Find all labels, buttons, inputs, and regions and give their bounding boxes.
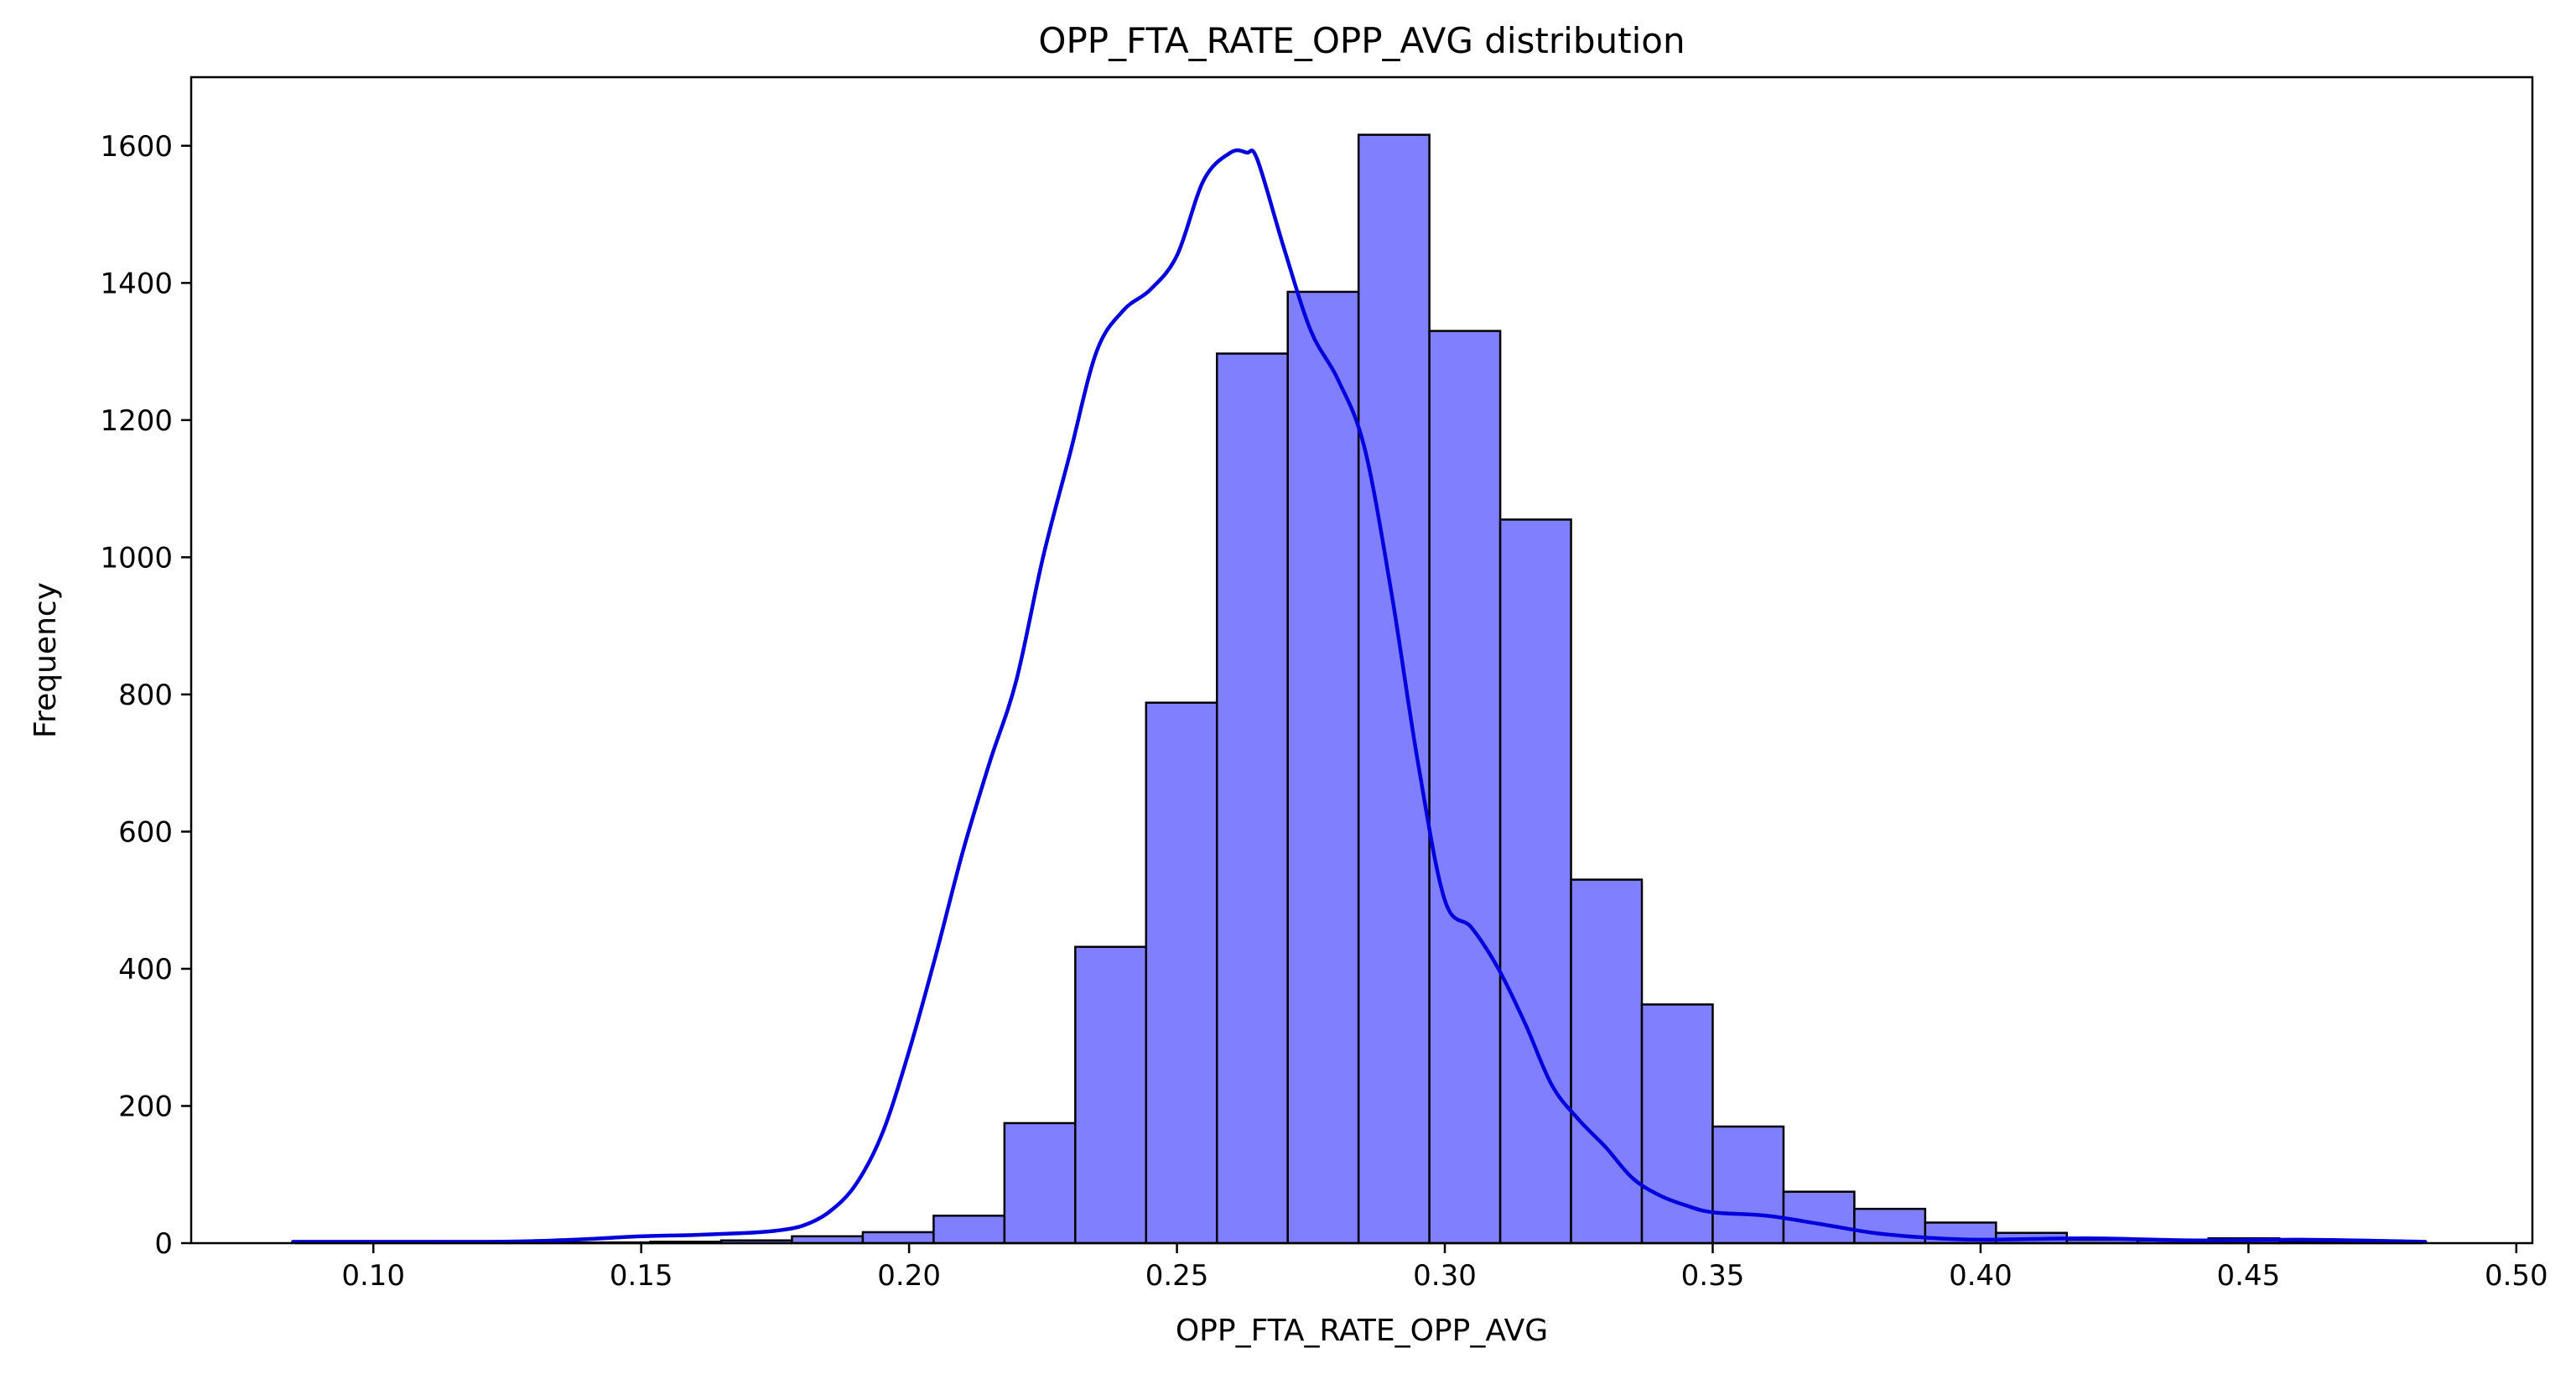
x-tick-label: 0.40 (1949, 1259, 2012, 1293)
y-tick-label: 1600 (100, 130, 173, 164)
histogram-bar (1640, 1003, 1714, 1245)
histogram-bar (1145, 701, 1218, 1245)
x-tick-label: 0.45 (2217, 1259, 2281, 1293)
plot-area-frame (190, 75, 2534, 1245)
y-tick-label: 1000 (100, 541, 173, 575)
histogram-bar (1003, 1122, 1077, 1245)
y-tick-label: 0 (154, 1227, 173, 1261)
y-axis-ticks: 0 200 400 600 800 1000 1200 1400 1600 (100, 130, 191, 1261)
y-tick-label: 1200 (100, 404, 173, 438)
x-tick-label: 0.30 (1413, 1259, 1477, 1293)
histogram-bar (1498, 518, 1572, 1245)
chart-title: OPP_FTA_RATE_OPP_AVG distribution (1038, 20, 1685, 61)
x-axis-ticks: 0.10 0.15 0.20 0.25 0.30 0.35 0.40 0.45 0.50 (341, 1243, 2548, 1293)
histogram-bar (1570, 878, 1644, 1245)
histogram-bar (1782, 1190, 1856, 1245)
x-tick-label: 0.50 (2485, 1259, 2548, 1293)
x-axis-label: OPP_FTA_RATE_OPP_AVG (1176, 1314, 1548, 1348)
histogram-bar (1711, 1125, 1785, 1245)
histogram-bars (294, 133, 2423, 1245)
histogram-bar (861, 1231, 935, 1245)
y-axis-label: Frequency (29, 582, 63, 738)
kde-curve (291, 148, 2428, 1244)
y-tick-label: 400 (118, 953, 173, 986)
x-tick-label: 0.25 (1145, 1259, 1209, 1293)
y-tick-label: 600 (118, 815, 173, 849)
histogram-bar (1215, 352, 1289, 1245)
histogram-bar (1428, 330, 1502, 1245)
x-tick-label: 0.20 (877, 1259, 941, 1293)
y-tick-label: 200 (118, 1090, 173, 1123)
y-tick-label: 800 (118, 679, 173, 712)
histogram-bar (932, 1215, 1006, 1245)
histogram-bar (1074, 945, 1148, 1245)
histogram-bar (1286, 290, 1360, 1245)
y-tick-label: 1400 (100, 267, 173, 300)
x-tick-label: 0.10 (341, 1259, 405, 1293)
x-tick-label: 0.35 (1681, 1259, 1745, 1293)
x-tick-label: 0.15 (610, 1259, 673, 1293)
histogram-bar (1357, 133, 1431, 1245)
